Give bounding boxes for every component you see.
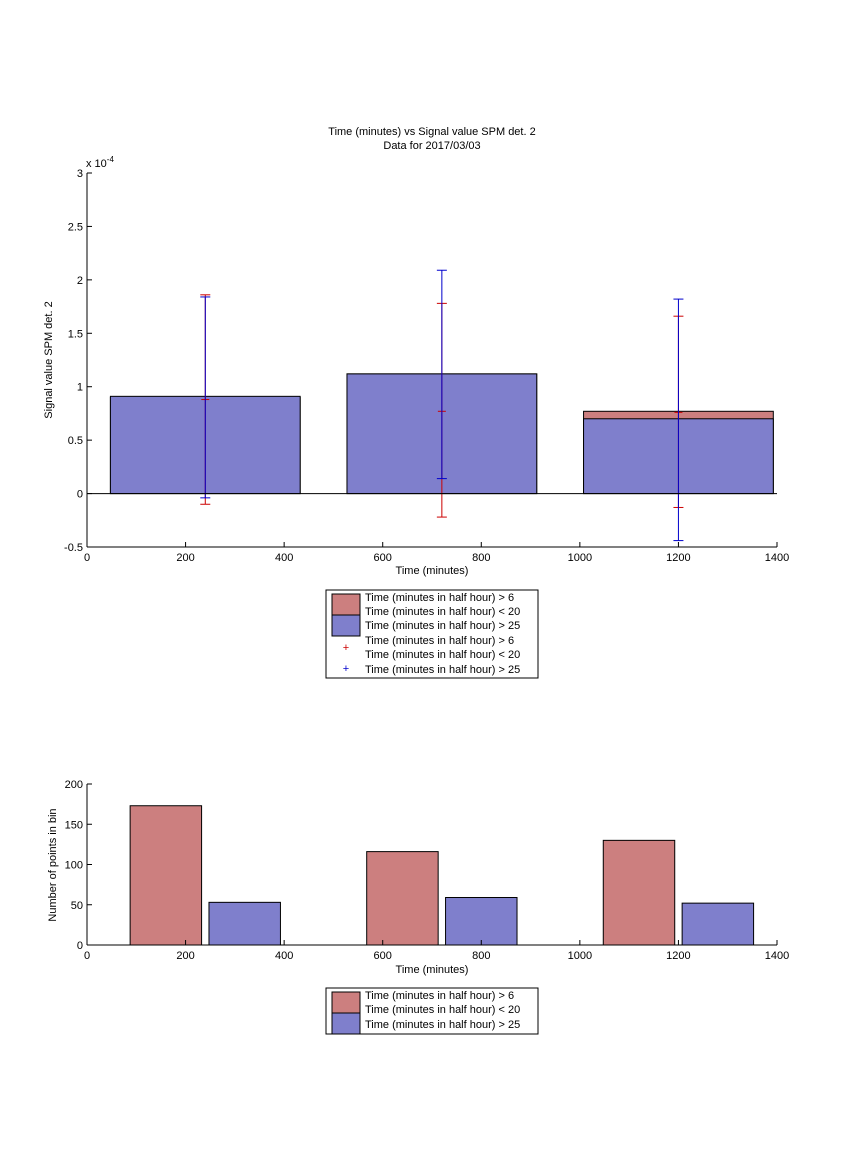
chart2-ytick-label: 100 xyxy=(65,860,83,872)
chart2-xtick-label: 0 xyxy=(84,950,90,962)
chart1-legend-label-2: Time (minutes in half hour) < 20 xyxy=(365,606,520,618)
chart1-y-exponent-power: -4 xyxy=(107,155,115,164)
chart1-xtick-label: 600 xyxy=(374,552,392,564)
chart1-ytick-label: 1.5 xyxy=(68,328,83,340)
chart1-xtick-label: 1400 xyxy=(765,552,789,564)
chart2-ytick-label: 200 xyxy=(65,779,83,791)
chart2-legend-box xyxy=(325,987,539,1035)
chart1-xtick-label: 0 xyxy=(84,552,90,564)
chart-counts: 0 200 400 600 800 1000 1200 1400 0 50 100 150 200 Ti… xyxy=(47,779,790,1035)
chart1-legend-swatch-blue xyxy=(331,614,361,637)
chart2-bar-blue xyxy=(681,902,755,946)
chart1-ytick-label: -0.5 xyxy=(64,542,83,554)
chart1-subtitle: Data for 2017/03/03 xyxy=(383,140,480,152)
chart1-legend-label-3: Time (minutes in half hour) > 25 xyxy=(365,620,520,632)
chart2-legend-label-3: Time (minutes in half hour) > 25 xyxy=(365,1019,520,1031)
chart2-xtick-label: 1200 xyxy=(666,950,690,962)
chart1-legend-marker-red: + xyxy=(343,642,349,654)
chart1-xtick-label: 1200 xyxy=(666,552,690,564)
chart2-axes: 0 200 400 600 800 1000 1200 1400 0 50 100 150 200 xyxy=(65,779,790,962)
chart1-legend-label-1: Time (minutes in half hour) > 6 xyxy=(365,592,514,604)
chart1-y-exponent-base: x 10 xyxy=(86,158,107,170)
chart2-ytick-label: 0 xyxy=(77,940,83,952)
chart2-xtick-label: 200 xyxy=(176,950,194,962)
chart2-legend-label-2: Time (minutes in half hour) < 20 xyxy=(365,1004,520,1016)
chart1-ylabel: Signal value SPM det. 2 xyxy=(43,301,55,418)
chart1-legend-label-4: Time (minutes in half hour) > 6 xyxy=(365,635,514,647)
chart1-axes: 0 200 400 600 800 1000 1200 1400-0.500.511.522.… xyxy=(64,168,789,564)
chart2-bar-blue xyxy=(208,901,281,946)
chart2-bar-red xyxy=(129,805,203,946)
chart2-ylabel: Number of points in bin xyxy=(47,808,59,921)
chart2-bars xyxy=(129,805,755,946)
chart1-xtick-label: 1000 xyxy=(568,552,592,564)
chart2-xtick-label: 1400 xyxy=(765,950,789,962)
chart-signal: Time (minutes) vs Signal value SPM det. … xyxy=(43,126,789,679)
chart2-xlabel: Time (minutes) xyxy=(396,964,469,976)
chart1-ytick-label: 0.5 xyxy=(68,435,83,447)
chart2-xtick-label: 1000 xyxy=(568,950,592,962)
chart1-legend-box xyxy=(325,589,539,679)
chart1-xlabel: Time (minutes) xyxy=(396,565,469,577)
chart1-title: Time (minutes) vs Signal value SPM det. … xyxy=(328,126,535,138)
chart2-ytick-label: 150 xyxy=(65,819,83,831)
chart2-legend-label-1: Time (minutes in half hour) > 6 xyxy=(365,990,514,1002)
chart2-bar-red xyxy=(602,839,676,946)
chart1-ytick-label: 0 xyxy=(77,489,83,501)
chart1-legend: Time (minutes in half hour) > 6 Time (mi… xyxy=(325,589,539,679)
chart1-legend-marker-blue: + xyxy=(343,663,349,675)
chart1-ytick-label: 1 xyxy=(77,382,83,394)
chart2-legend-swatch-blue xyxy=(331,1012,361,1035)
chart2-bar-red xyxy=(366,851,439,946)
chart2-legend: Time (minutes in half hour) > 6 Time (mi… xyxy=(325,987,539,1035)
chart1-xtick-label: 800 xyxy=(472,552,490,564)
chart2-xtick-label: 600 xyxy=(374,950,392,962)
chart1-legend-label-6: Time (minutes in half hour) > 25 xyxy=(365,664,520,676)
chart1-legend-swatch-red xyxy=(331,593,361,617)
chart1-y-exponent: x 10-4 xyxy=(86,155,114,170)
chart1-ytick-label: 2 xyxy=(77,275,83,287)
chart1-errorbars xyxy=(200,269,684,542)
chart2-xtick-label: 800 xyxy=(472,950,490,962)
chart2-legend-swatch-red xyxy=(331,991,361,1015)
chart1-xtick-label: 400 xyxy=(275,552,293,564)
chart1-ytick-label: 2.5 xyxy=(68,221,83,233)
chart1-legend-label-5: Time (minutes in half hour) < 20 xyxy=(365,649,520,661)
chart1-ytick-label: 3 xyxy=(77,168,83,180)
chart1-xtick-label: 200 xyxy=(176,552,194,564)
chart2-ytick-label: 50 xyxy=(71,900,83,912)
chart2-xtick-label: 400 xyxy=(275,950,293,962)
chart2-bar-blue xyxy=(445,897,518,946)
